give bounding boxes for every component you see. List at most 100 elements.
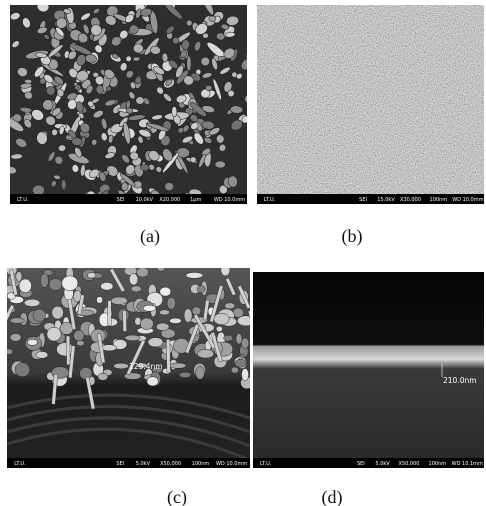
grain	[36, 351, 48, 358]
info-magnification: X20,000	[159, 197, 180, 203]
grain	[137, 268, 149, 278]
grain	[101, 282, 113, 290]
grain	[133, 44, 144, 54]
grain	[49, 278, 62, 290]
grain	[199, 209, 207, 220]
info-detector: SEI	[357, 461, 365, 467]
sem-image: 210.0nmLT.U.SEI5.0kVX50,000100nmWD 10.1m…	[253, 272, 484, 468]
rod	[166, 339, 170, 372]
info-bar	[257, 194, 484, 204]
grain	[192, 307, 201, 315]
grain	[140, 164, 149, 171]
grain	[221, 263, 230, 276]
info-magnification: X30,000	[400, 197, 421, 203]
grain	[156, 323, 169, 331]
grain	[87, 219, 99, 227]
grain	[179, 372, 191, 378]
info-magnification: X50,000	[399, 461, 420, 467]
info-magnification: X50,000	[160, 461, 181, 467]
grain	[231, 367, 238, 373]
grain	[186, 272, 203, 278]
grain	[107, 204, 115, 211]
grain	[184, 309, 192, 323]
info-working-distance: WD 10.0mm	[216, 461, 247, 467]
grain	[33, 309, 46, 321]
grain	[15, 363, 30, 377]
panel-label: (a)	[140, 226, 160, 247]
grain	[16, 272, 22, 282]
grain	[111, 297, 127, 305]
grain	[187, 56, 191, 71]
info-detector: SEI	[117, 197, 125, 203]
grain	[157, 0, 176, 2]
info-scale: 100nm	[430, 197, 448, 203]
grain	[138, 0, 151, 5]
info-bar	[10, 194, 247, 204]
grain	[167, 297, 176, 309]
image-content	[257, 5, 484, 194]
info-operator: LT.U.	[264, 197, 276, 203]
info-operator: LT.U.	[14, 461, 26, 467]
info-working-distance: WD 10.1mm	[452, 461, 483, 467]
image-content	[0, 0, 264, 247]
grain	[62, 276, 78, 291]
grain	[129, 0, 139, 4]
grain	[214, 313, 230, 325]
grain	[142, 208, 152, 218]
grain	[224, 335, 233, 341]
grain	[0, 93, 5, 103]
grain	[131, 286, 141, 292]
texture	[257, 5, 484, 194]
grain	[129, 25, 138, 34]
rod	[66, 336, 70, 365]
grain	[74, 330, 84, 341]
grain	[96, 296, 102, 303]
grain	[235, 359, 246, 367]
info-voltage: 5.0kV	[375, 461, 390, 467]
info-operator: LT.U.	[17, 197, 29, 203]
panel-label: (d)	[322, 487, 343, 506]
grain	[241, 338, 249, 348]
grain	[113, 363, 128, 369]
grain	[160, 287, 171, 296]
grain	[51, 129, 58, 136]
grain	[241, 368, 248, 380]
grain	[225, 303, 235, 309]
grain	[143, 305, 156, 311]
grain	[120, 206, 129, 215]
grain	[227, 90, 234, 97]
grain	[201, 57, 210, 66]
grain	[216, 326, 222, 332]
info-voltage: 5.0kV	[136, 461, 151, 467]
grain	[136, 0, 160, 4]
grain	[121, 216, 136, 232]
grain	[129, 274, 138, 285]
grain	[111, 235, 123, 247]
info-detector: SEI	[359, 197, 367, 203]
grain	[125, 335, 140, 341]
grain	[197, 349, 214, 358]
grain	[148, 338, 163, 347]
grain	[140, 318, 153, 329]
grain	[172, 106, 177, 117]
grain	[170, 318, 182, 324]
info-detector: SEI	[116, 461, 124, 467]
grain	[10, 334, 21, 342]
grain	[170, 363, 187, 368]
grain	[215, 161, 226, 168]
info-working-distance: WD 10.0mm	[214, 197, 245, 203]
figure: LT.U.SEI10.0kVX20,0001μmWD 10.0mm(a)LT.U…	[0, 0, 486, 506]
grain	[157, 265, 165, 271]
grain	[167, 211, 181, 223]
grain	[24, 299, 40, 306]
info-bar	[7, 458, 250, 468]
grain	[61, 180, 66, 190]
grain	[197, 286, 205, 293]
grain	[10, 318, 24, 324]
rod	[123, 311, 127, 332]
grain	[203, 33, 209, 38]
grain	[159, 310, 169, 315]
grain	[147, 377, 158, 386]
